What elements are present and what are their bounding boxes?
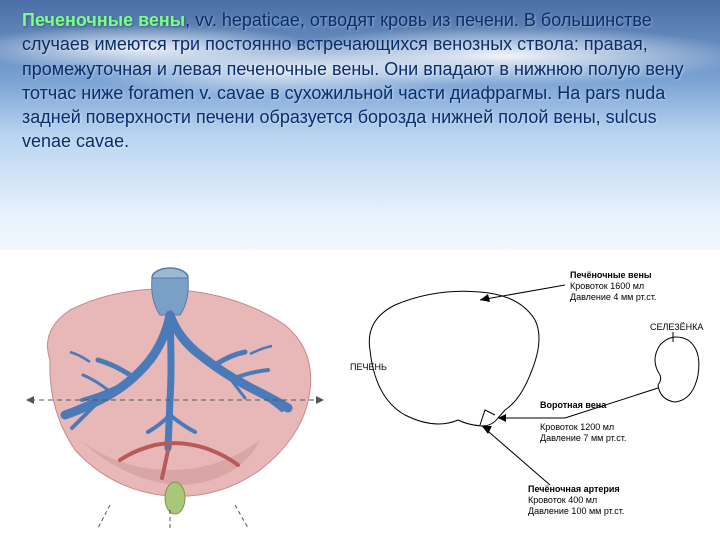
ha-pressure: Давление 100 мм рт.ст.: [528, 506, 624, 516]
pv-flow: Кровоток 1200 мл: [540, 422, 614, 432]
hv-pressure: Давление 4 мм рт.ст.: [570, 292, 656, 302]
main-text: Печеночные вены, vv. hepaticae, отводят …: [22, 8, 698, 154]
liver-schematic: ПЕЧЕНЬ СЕЛЕЗЁНКА Печёночные вены Кровото…: [350, 260, 710, 530]
ha-flow: Кровоток 400 мл: [528, 495, 597, 505]
title-term: Печеночные вены: [22, 10, 185, 30]
liver-illustration: [20, 260, 330, 530]
pv-pressure: Давление 7 мм рт.ст.: [540, 433, 626, 443]
pv-title: Воротная вена: [540, 400, 607, 410]
figure-area: ПЕЧЕНЬ СЕЛЕЗЁНКА Печёночные вены Кровото…: [0, 250, 720, 540]
hv-flow: Кровоток 1600 мл: [570, 281, 644, 291]
liver-label: ПЕЧЕНЬ: [350, 362, 387, 372]
spleen-label: СЕЛЕЗЁНКА: [650, 322, 703, 332]
body-text: , vv. hepaticae, отводят кровь из печени…: [22, 10, 684, 151]
ha-title: Печёночная артерия: [528, 484, 620, 494]
hv-title: Печёночные вены: [570, 270, 652, 280]
